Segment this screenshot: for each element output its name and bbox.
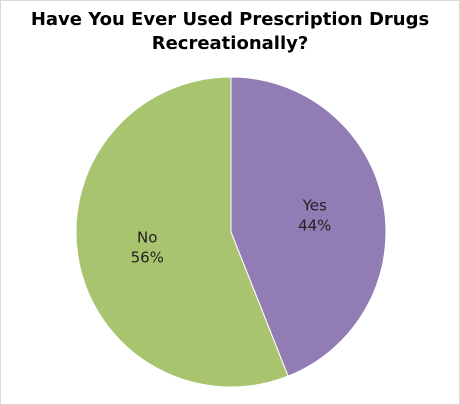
value-label: 56% xyxy=(131,248,164,266)
value-label: 44% xyxy=(298,217,331,235)
pie-slice xyxy=(75,76,289,388)
slice-label: No xyxy=(137,228,157,246)
chart-title: Have You Ever Used Prescription Drugs Re… xyxy=(30,9,430,54)
slice-label: Yes xyxy=(302,197,327,215)
pie-slice xyxy=(230,76,387,377)
